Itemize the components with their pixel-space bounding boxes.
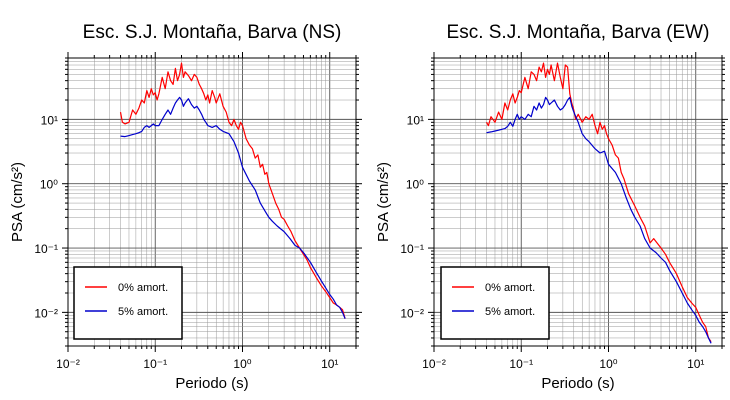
chart-ns-xlabel: Periodo (s) [175,375,248,392]
chart-ew-ytick-label-0: 10⁻² [400,306,424,320]
chart-ns-legend: 0% amort. 5% amort. [73,266,183,340]
chart-ew-legend-label-1: 5% amort. [485,306,535,318]
chart-ew-xtick-label-3: 10¹ [687,357,704,371]
chart-ew: Esc. S.J. Montaña, Barva (EW) 10⁻² 10⁻¹ 10… [375,22,728,392]
chart-ew-xtick-label-2: 10⁰ [599,357,617,371]
chart-ns-xtick-label-3: 10¹ [321,357,338,371]
chart-ew-xtick-label-1: 10⁻¹ [509,357,533,371]
chart-ns-legend-label-0: 0% amort. [118,282,168,294]
chart-ns-ytick-label-0: 10⁻² [34,306,58,320]
chart-ew-title: Esc. S.J. Montaña, Barva (EW) [447,22,710,43]
chart-ns-ylabel: PSA (cm/s²) [9,162,26,242]
chart-ew-ticks: 10⁻² 10⁻¹ 10⁰ 10¹ 10⁻² 10⁻¹ 10⁰ 10¹ [400,52,728,371]
chart-ns-frame [67,57,357,347]
chart-ns-legend-label-1: 5% amort. [118,306,168,318]
chart-ns-xtick-label-2: 10⁰ [233,357,251,371]
chart-ew-legend-box [440,266,550,340]
chart-ns-series [119,62,346,319]
chart-ns-xtick-label-1: 10⁻¹ [143,357,167,371]
chart-ns-ticks: 10⁻² 10⁻¹ 10⁰ 10¹ 10⁻² 10⁻¹ 10⁰ 10¹ [34,52,362,371]
chart-ew-ytick-label-1: 10⁻¹ [400,242,424,256]
chart-ew-ylabel: PSA (cm/s²) [375,162,392,242]
chart-ew-xlabel: Periodo (s) [541,375,614,392]
chart-ns-legend-box [73,266,183,340]
chart-ew-ytick-label-3: 10¹ [407,113,424,127]
chart-ns-series-0-line [119,62,346,319]
chart-ns-ytick-label-2: 10⁰ [40,178,58,192]
chart-ns-ytick-label-3: 10¹ [41,113,58,127]
chart-ns-xtick-label-0: 10⁻² [56,357,80,371]
chart-ns: Esc. S.J. Montaña, Barva (NS) 10⁻² 10⁻¹ 10… [9,22,362,392]
chart-ew-legend-label-0: 0% amort. [485,282,535,294]
chart-ns-ytick-label-1: 10⁻¹ [34,242,58,256]
chart-ew-ytick-label-2: 10⁰ [406,178,424,192]
chart-ns-title: Esc. S.J. Montaña, Barva (NS) [83,22,342,43]
chart-ew-frame [433,57,723,347]
chart-ns-series-1-line [120,96,346,319]
chart-ew-series-0-line [485,62,712,343]
chart-ew-xtick-label-0: 10⁻² [422,357,446,371]
chart-ew-series [485,62,712,344]
chart-ew-series-1-line [486,96,712,344]
chart-ew-legend: 0% amort. 5% amort. [440,266,550,340]
